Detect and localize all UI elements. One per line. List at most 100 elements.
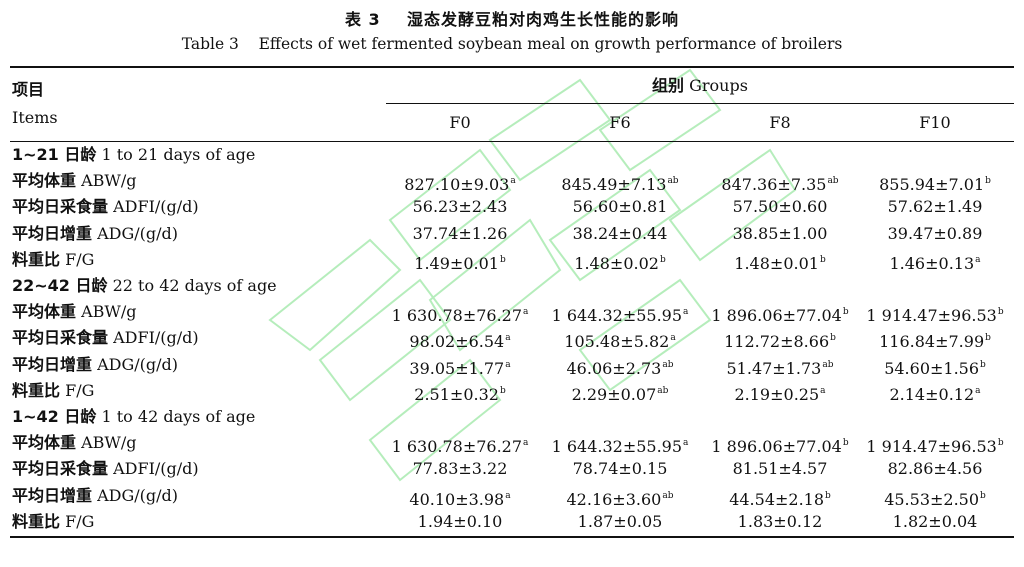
significance-superscript: ab bbox=[827, 176, 839, 187]
significance-superscript: b bbox=[842, 307, 849, 318]
table-cell: 40.10±3.98a bbox=[380, 485, 540, 511]
table-cell: 1 896.06±77.04b bbox=[700, 301, 860, 327]
significance-superscript: a bbox=[505, 359, 511, 370]
row-label: 料重比 F/G bbox=[12, 249, 94, 271]
table-cell: 56.60±0.81 bbox=[540, 196, 700, 218]
cell-value: 1 896.06±77.04 bbox=[711, 306, 842, 326]
cell-value: 98.02±6.54 bbox=[409, 332, 505, 352]
table-cell: 51.47±1.73ab bbox=[700, 354, 860, 380]
table-cell: 116.84±7.99b bbox=[855, 327, 1015, 353]
row-label: 料重比 F/G bbox=[12, 511, 94, 533]
cell-value: 1 914.47±96.53 bbox=[866, 437, 997, 457]
row-label: 料重比 F/G bbox=[12, 380, 94, 402]
header-rule bbox=[10, 141, 1014, 142]
cell-value: 81.51±4.57 bbox=[732, 459, 828, 479]
row-label-en: ABW/g bbox=[76, 302, 137, 322]
cell-value: 105.48±5.82 bbox=[564, 332, 670, 352]
section-label-en: 1 to 21 days of age bbox=[96, 145, 256, 164]
table-cell: 57.62±1.49 bbox=[855, 196, 1015, 218]
significance-superscript: ab bbox=[662, 359, 674, 370]
significance-superscript: b bbox=[980, 359, 986, 370]
cell-value: 1.49±0.01 bbox=[414, 253, 499, 273]
cell-value: 1.83±0.12 bbox=[737, 511, 823, 531]
table-caption-cn: 湿态发酵豆粕对肉鸡生长性能的影响 bbox=[406, 10, 679, 29]
row-label-cn: 料重比 bbox=[12, 380, 61, 400]
table-cell: 1.87±0.05 bbox=[540, 511, 700, 533]
row-label: 平均日增重 ADG/(g/d) bbox=[12, 354, 178, 376]
cell-value: 2.14±0.12 bbox=[889, 384, 975, 404]
table-cell: 1.49±0.01b bbox=[380, 249, 540, 275]
row-label-en: F/G bbox=[60, 380, 95, 400]
table-cell: 1.83±0.12 bbox=[700, 511, 860, 533]
groups-rule bbox=[386, 103, 1014, 104]
cell-value: 2.29±0.07 bbox=[571, 384, 657, 404]
cell-value: 38.24±0.44 bbox=[572, 223, 668, 243]
significance-superscript: b bbox=[980, 490, 986, 501]
table-number: 表 3 bbox=[344, 10, 381, 29]
significance-superscript: a bbox=[523, 307, 529, 318]
section-label-cn: 1~42 日龄 bbox=[12, 407, 97, 426]
row-label-en: ABW/g bbox=[76, 433, 137, 453]
significance-superscript: a bbox=[670, 333, 676, 344]
table-cell: 1.94±0.10 bbox=[380, 511, 540, 533]
section-label-en: 22 to 42 days of age bbox=[107, 276, 277, 295]
table-cell: 46.06±2.73ab bbox=[540, 354, 700, 380]
cell-value: 1.82±0.04 bbox=[892, 511, 978, 531]
header-groups-en: Groups bbox=[689, 76, 748, 95]
row-label: 平均日采食量 ADFI/(g/d) bbox=[12, 458, 199, 480]
table-cell: 81.51±4.57 bbox=[700, 458, 860, 480]
cell-value: 44.54±2.18 bbox=[729, 489, 825, 509]
table-cell: 44.54±2.18b bbox=[700, 485, 860, 511]
section-label: 1~21 日龄 1 to 21 days of age bbox=[12, 144, 255, 166]
table-cell: 2.19±0.25a bbox=[700, 380, 860, 406]
table-cell: 2.51±0.32b bbox=[380, 380, 540, 406]
cell-value: 51.47±1.73 bbox=[726, 358, 822, 378]
section-label-cn: 22~42 日龄 bbox=[12, 276, 108, 295]
table-cell: 39.47±0.89 bbox=[855, 223, 1015, 245]
cell-value: 82.86±4.56 bbox=[887, 459, 983, 479]
table-cell: 39.05±1.77a bbox=[380, 354, 540, 380]
row-label-en: ADFI/(g/d) bbox=[108, 197, 199, 217]
header-groups: 组别 Groups bbox=[652, 75, 748, 97]
cell-value: 845.49±7.13 bbox=[561, 175, 667, 195]
row-label: 平均日采食量 ADFI/(g/d) bbox=[12, 327, 199, 349]
table-cell: 105.48±5.82a bbox=[540, 327, 700, 353]
cell-value: 46.06±2.73 bbox=[566, 358, 662, 378]
table-cell: 42.16±3.60ab bbox=[540, 485, 700, 511]
table-cell: 2.14±0.12a bbox=[855, 380, 1015, 406]
table-cell: 1 896.06±77.04b bbox=[700, 432, 860, 458]
table-cell: 847.36±7.35ab bbox=[700, 170, 860, 196]
table-title-en: Table 3 Effects of wet fermented soybean… bbox=[181, 35, 843, 53]
table-cell: 77.83±3.22 bbox=[380, 458, 540, 480]
significance-superscript: b bbox=[997, 438, 1004, 449]
row-label-cn: 平均体重 bbox=[12, 302, 77, 322]
row-label-en: ADG/(g/d) bbox=[92, 485, 179, 505]
table-cell: 827.10±9.03a bbox=[380, 170, 540, 196]
header-item-en: Items bbox=[12, 108, 58, 127]
cell-value: 1.48±0.02 bbox=[574, 253, 659, 273]
row-label-cn: 料重比 bbox=[12, 511, 61, 531]
cell-value: 1.48±0.01 bbox=[734, 253, 819, 273]
cell-value: 847.36±7.35 bbox=[721, 175, 827, 195]
cell-value: 116.84±7.99 bbox=[879, 332, 985, 352]
table-cell: 1 630.78±76.27a bbox=[380, 301, 540, 327]
table-cell: 56.23±2.43 bbox=[380, 196, 540, 218]
row-label-cn: 平均日增重 bbox=[12, 223, 93, 243]
significance-superscript: b bbox=[499, 385, 506, 396]
cell-value: 1.46±0.13 bbox=[889, 253, 975, 273]
header-groups-cn: 组别 bbox=[652, 76, 685, 95]
table-cell: 845.49±7.13ab bbox=[540, 170, 700, 196]
cell-value: 45.53±2.50 bbox=[884, 489, 980, 509]
significance-superscript: b bbox=[819, 254, 826, 265]
row-label-en: ADG/(g/d) bbox=[92, 223, 179, 243]
row-label-en: ABW/g bbox=[76, 171, 137, 191]
table-cell: 1 630.78±76.27a bbox=[380, 432, 540, 458]
section-label: 22~42 日龄 22 to 42 days of age bbox=[12, 275, 277, 297]
top-rule bbox=[10, 66, 1014, 68]
table-cell: 37.74±1.26 bbox=[380, 223, 540, 245]
table-cell: 1 914.47±96.53b bbox=[855, 301, 1015, 327]
table-cell: 54.60±1.56b bbox=[855, 354, 1015, 380]
significance-superscript: b bbox=[985, 333, 991, 344]
cell-value: 42.16±3.60 bbox=[566, 489, 662, 509]
significance-superscript: a bbox=[683, 307, 689, 318]
